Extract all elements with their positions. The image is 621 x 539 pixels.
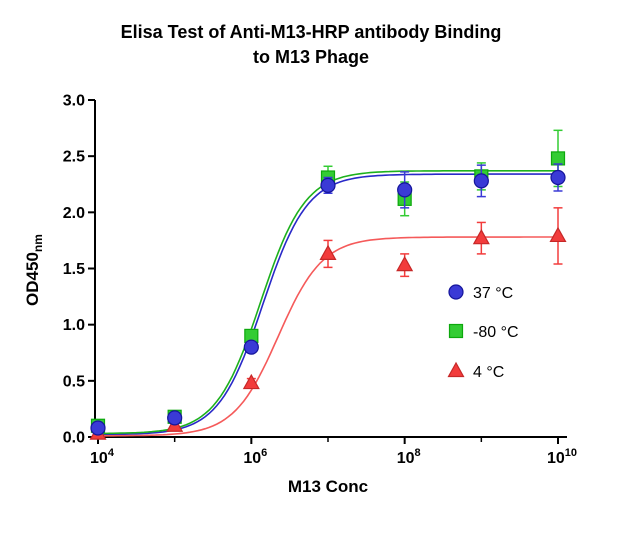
circle-marker xyxy=(320,177,336,193)
y-tick-label: 1.5 xyxy=(63,261,85,278)
legend-label: 4 °C xyxy=(473,364,504,381)
y-tick-label: 1.0 xyxy=(63,317,85,334)
legend-label: -80 °C xyxy=(473,324,519,341)
triangle-marker xyxy=(242,373,260,390)
series-2-points xyxy=(90,129,566,433)
y-tick-label: 2.5 xyxy=(63,149,85,166)
y-tick-label: 2.0 xyxy=(63,205,85,222)
y-tick-label: 0.5 xyxy=(63,373,85,390)
legend-item-2: -80 °C xyxy=(448,323,519,341)
x-tick-label: 108 xyxy=(397,447,421,467)
y-axis-label: OD450nm xyxy=(23,234,45,306)
circle-marker xyxy=(90,420,106,436)
circle-marker xyxy=(397,182,413,198)
circle-marker xyxy=(550,169,566,186)
square-marker xyxy=(550,151,566,166)
triangle-marker xyxy=(472,228,490,245)
y-tick-label: 0.0 xyxy=(63,430,85,447)
legend-circle-marker xyxy=(448,284,464,300)
y-axis-label-sub: nm xyxy=(31,234,45,252)
chart-title-line-1: Elisa Test of Anti-M13-HRP antibody Bind… xyxy=(121,22,502,42)
x-axis-label: M13 Conc xyxy=(288,477,368,496)
triangle-marker xyxy=(549,226,567,243)
legend-label: 37 °C xyxy=(473,285,513,302)
circle-marker xyxy=(167,410,183,426)
chart-title-line-2: to M13 Phage xyxy=(253,47,369,67)
x-tick-label: 106 xyxy=(243,447,267,467)
y-axis-label-main: OD450 xyxy=(23,252,42,306)
x-tick-label: 1010 xyxy=(547,447,577,467)
plot-area: 104 106 108 1010 0.0 0.5 1.0 1.5 2.0 2.5 3.0 37 °C -… xyxy=(63,93,577,468)
y-tick-label: 3.0 xyxy=(63,93,85,110)
triangle-marker xyxy=(319,244,337,260)
x-tick-label: 104 xyxy=(90,447,115,467)
series-1-points xyxy=(90,163,566,436)
fit-curve-series-1 xyxy=(98,173,558,436)
circle-marker xyxy=(473,173,489,189)
fit-curve-series-2 xyxy=(97,170,558,435)
legend-triangle-marker xyxy=(447,361,465,378)
legend-square-marker xyxy=(448,323,464,339)
legend-item-3: 4 °C xyxy=(447,361,504,381)
triangle-marker xyxy=(396,255,414,272)
circle-marker xyxy=(243,339,259,355)
legend-item-1: 37 °C xyxy=(448,284,513,302)
